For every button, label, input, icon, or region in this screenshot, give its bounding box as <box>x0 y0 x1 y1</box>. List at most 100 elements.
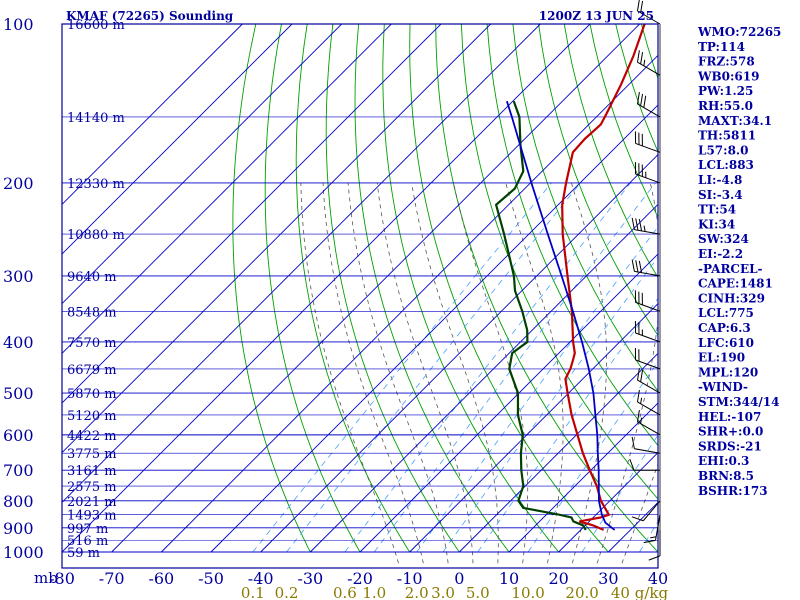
wind-barb-flag <box>631 436 635 449</box>
height-labels: 16600 m 14140 m 12330 m 10880 m 9640 m 8548 m… <box>67 18 125 561</box>
temperature-tick-labels: -80 -70 -60 -50 -40 -30 -20 -10 0 10 20 30 40 <box>49 569 668 588</box>
dewpoint-curve <box>494 100 587 531</box>
height-label: 7570 m <box>67 336 117 351</box>
wind-barb-flag <box>640 397 643 404</box>
wind-barb-staff <box>637 401 661 416</box>
index-line: BRN:8.5 <box>698 469 754 483</box>
wind-barb-flag <box>636 92 640 105</box>
dry-adiabat <box>435 24 658 553</box>
mixing-ratio-label: 0.2 <box>275 584 299 600</box>
index-line: TP:114 <box>698 40 745 54</box>
moist-adiabat <box>376 182 474 564</box>
isotherm <box>62 24 342 305</box>
isotherm <box>62 24 491 454</box>
wind-barb-staff <box>642 500 661 522</box>
pressure-tick-label: 200 <box>3 174 34 193</box>
temperature-tick-label: -80 <box>49 569 75 588</box>
isotherm <box>62 24 591 553</box>
index-line: CAPE:1481 <box>698 277 773 291</box>
height-label: 12330 m <box>67 177 125 192</box>
pressure-tick-label: 600 <box>3 426 34 445</box>
mixing-ratio-label: 20.0 <box>565 584 598 600</box>
mixing-ratio-label: 10.0 <box>511 584 544 600</box>
index-line: WB0:619 <box>697 69 759 83</box>
index-line: STM:344/14 <box>698 395 779 409</box>
height-label: 516 m <box>67 534 108 549</box>
temperature-tick-label: -70 <box>99 569 125 588</box>
isotherm <box>260 154 658 553</box>
index-line: EL:190 <box>698 351 745 365</box>
sounding-time: 1200Z 13 JUN 25 <box>539 9 654 23</box>
wind-barbs <box>629 0 661 561</box>
wind-barb-flag <box>640 0 644 13</box>
index-line: TH:5811 <box>698 129 756 143</box>
isotherm <box>62 24 392 354</box>
height-label: 5120 m <box>67 409 117 424</box>
pressure-tick-label: 300 <box>3 267 34 286</box>
wind-barb-flag <box>636 409 640 422</box>
mixing-ratio-label: 0.6 <box>333 584 357 600</box>
wind-barb-flag <box>636 389 640 402</box>
wind-barb-flag <box>643 59 646 66</box>
wind-barb-flag <box>638 260 643 273</box>
index-line: -WIND- <box>698 380 748 394</box>
dry-adiabat <box>770 24 800 552</box>
index-line: L57:8.0 <box>698 143 748 157</box>
pressure-axis-label: mb <box>34 569 58 587</box>
wind-barb-flag <box>635 260 639 273</box>
moist-adiabat <box>347 182 449 564</box>
wind-barb-flag <box>643 539 656 544</box>
wind-barb-staff <box>654 514 661 541</box>
index-line: EI:-2.2 <box>698 247 743 261</box>
isotherm <box>459 352 658 553</box>
index-line: TT:54 <box>698 203 736 217</box>
index-line: LCL:883 <box>698 158 754 172</box>
wind-barb-staff <box>637 379 661 394</box>
moist-adiabat <box>300 182 399 564</box>
height-label: 1493 m <box>67 509 117 524</box>
mixing-ratio-label: 1.0 <box>362 584 386 600</box>
isotherm <box>310 203 658 553</box>
wind-barb-staff <box>635 301 661 312</box>
index-line: LFC:610 <box>698 336 754 350</box>
index-line: LI:-4.8 <box>698 173 742 187</box>
moist-adiabat <box>322 182 424 564</box>
wind-barb-flag <box>643 225 646 232</box>
station-title: KMAF (72265) Sounding <box>66 9 234 23</box>
index-line: PW:1.25 <box>698 84 753 98</box>
isotherm <box>359 253 658 553</box>
pressure-tick-label: 100 <box>3 15 34 34</box>
pressure-tick-label: 1000 <box>3 543 44 562</box>
isotherm <box>62 24 442 404</box>
height-label: 3161 m <box>67 464 117 479</box>
wind-barb-staff <box>635 332 661 343</box>
wind-barb-flag <box>631 217 635 230</box>
wind-barb-staff <box>634 270 661 277</box>
temperature-tick-label: -20 <box>347 569 373 588</box>
height-label: 6679 m <box>67 363 117 378</box>
pressure-tick-label: 700 <box>3 461 34 480</box>
mixing-ratio-line <box>252 182 552 553</box>
isotherm <box>558 452 658 553</box>
index-line: RH:55.0 <box>698 99 753 113</box>
isotherm <box>161 54 658 553</box>
pressure-tick-label: 400 <box>3 333 34 352</box>
index-line: CAP:6.3 <box>698 321 751 335</box>
height-label: 2021 m <box>67 495 117 510</box>
index-panel: WMO:72265TP:114FRZ:578WB0:619PW:1.25RH:5… <box>697 25 781 498</box>
index-line: KI:34 <box>698 217 735 231</box>
isotherm <box>409 303 658 553</box>
pressure-tick-label: 500 <box>3 384 34 403</box>
temperature-tick-label: -10 <box>397 569 423 588</box>
pressure-tick-label: 800 <box>3 492 34 511</box>
mixing-ratio-label: 0.1 <box>241 584 265 600</box>
isotherms <box>62 24 658 553</box>
temperature-tick-label: 30 <box>598 569 618 588</box>
height-label: 59 m <box>67 546 100 561</box>
wind-barb-flag <box>650 536 657 539</box>
temperature-tick-label: -50 <box>198 569 224 588</box>
temperature-tick-label: -60 <box>148 569 174 588</box>
height-label: 9640 m <box>67 270 117 285</box>
index-line: LCL:775 <box>698 306 754 320</box>
wind-barb-flag <box>640 369 644 382</box>
